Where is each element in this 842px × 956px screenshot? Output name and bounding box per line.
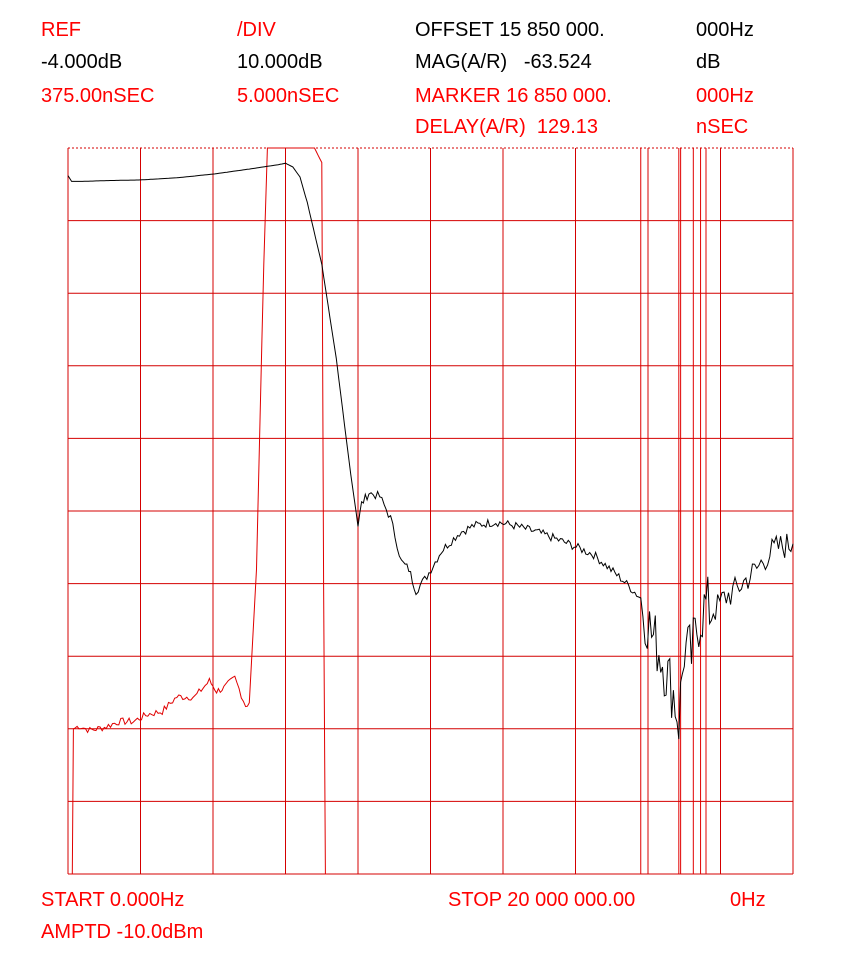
div-label: /DIV [237, 19, 276, 41]
delay-trace [68, 147, 328, 875]
delay-readout: DELAY(A/R) 129.13 [415, 116, 599, 138]
div-mag-value: 10.000dB [237, 51, 323, 73]
plot-traces [67, 147, 794, 875]
stop-frequency: STOP 20 000 000.00 [448, 889, 636, 911]
amplitude-setting: AMPTD -10.0dBm [41, 921, 204, 943]
delay-unit: nSEC [696, 116, 749, 138]
offset-label: OFFSET 15 850 000. [415, 19, 605, 41]
ref-delay-value: 375.00nSEC [41, 85, 155, 107]
offset-unit: 000Hz [696, 19, 754, 41]
stop-frequency-unit: 0Hz [730, 889, 766, 911]
mag-unit: dB [696, 51, 721, 73]
delay-spikes [640, 148, 707, 874]
div-delay-value: 5.000nSEC [237, 85, 340, 107]
plot-grid [67, 147, 794, 875]
marker-readout: MARKER 16 850 000. [415, 85, 612, 107]
start-frequency: START 0.000Hz [41, 889, 185, 911]
magnitude-trace [67, 162, 794, 740]
marker-unit: 000Hz [696, 85, 754, 107]
ref-mag-value: -4.000dB [41, 51, 123, 73]
mag-readout: MAG(A/R) -63.524 [415, 51, 592, 73]
ref-label: REF [41, 19, 81, 41]
